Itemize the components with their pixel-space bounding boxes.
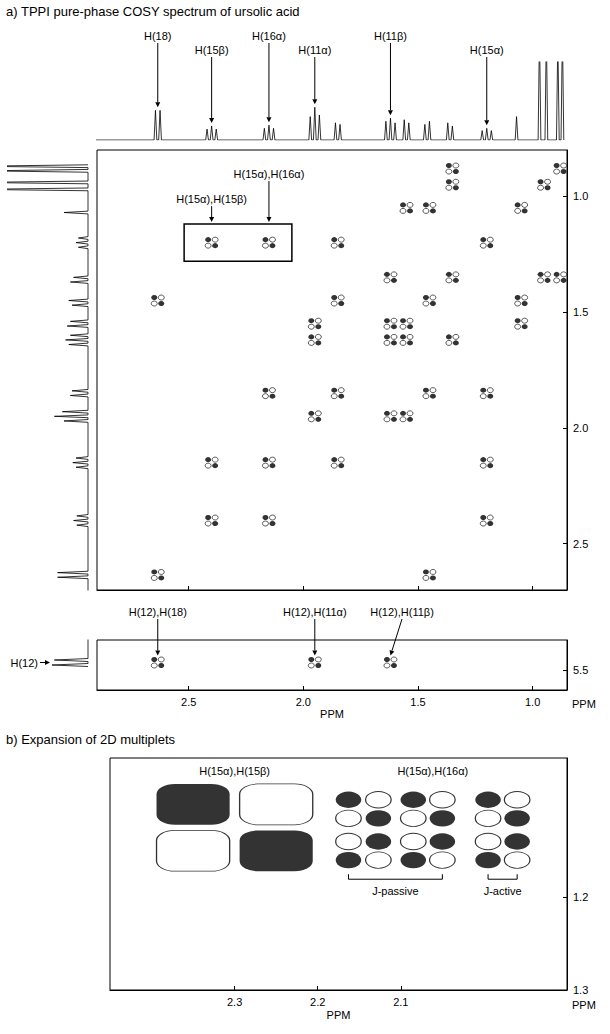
svg-text:J-active: J-active <box>484 885 522 897</box>
svg-text:2.3: 2.3 <box>227 996 242 1008</box>
svg-text:PPM: PPM <box>320 708 344 720</box>
svg-text:H(18): H(18) <box>144 30 172 42</box>
svg-text:H(15α): H(15α) <box>470 44 504 56</box>
svg-text:H(12): H(12) <box>10 657 38 669</box>
svg-text:1.5: 1.5 <box>573 306 588 318</box>
svg-text:1.3: 1.3 <box>573 984 588 996</box>
svg-text:PPM: PPM <box>572 999 596 1011</box>
svg-text:H(12),H(11β): H(12),H(11β) <box>370 606 434 618</box>
svg-text:PPM: PPM <box>572 698 596 710</box>
svg-text:H(16α): H(16α) <box>252 30 286 42</box>
svg-text:2.2: 2.2 <box>310 996 325 1008</box>
svg-text:2.0: 2.0 <box>296 696 311 708</box>
svg-text:H(15α),H(16α): H(15α),H(16α) <box>234 168 305 180</box>
svg-text:2.5: 2.5 <box>573 538 588 550</box>
svg-text:H(11α): H(11α) <box>298 44 331 56</box>
svg-text:H(12),H(11α): H(12),H(11α) <box>283 606 347 618</box>
svg-text:b) Expansion of 2D multiplets: b) Expansion of 2D multiplets <box>6 732 176 747</box>
svg-text:2.5: 2.5 <box>181 696 196 708</box>
svg-text:1.0: 1.0 <box>573 190 588 202</box>
svg-text:1.5: 1.5 <box>410 696 425 708</box>
svg-text:H(15β): H(15β) <box>195 44 229 56</box>
svg-text:H(15α),H(16α): H(15α),H(16α) <box>397 765 468 777</box>
svg-text:2.1: 2.1 <box>393 996 408 1008</box>
svg-text:H(12),H(18): H(12),H(18) <box>129 606 187 618</box>
svg-text:a) TPPI pure-phase COSY spectr: a) TPPI pure-phase COSY spectrum of urso… <box>6 4 300 19</box>
svg-text:5.5: 5.5 <box>573 664 588 676</box>
svg-text:2.0: 2.0 <box>573 422 588 434</box>
svg-text:1.0: 1.0 <box>525 696 540 708</box>
svg-text:J-passive: J-passive <box>372 885 418 897</box>
svg-text:H(11β): H(11β) <box>374 30 407 42</box>
svg-text:H(15α),H(15β): H(15α),H(15β) <box>199 765 270 777</box>
svg-text:PPM: PPM <box>327 1009 351 1021</box>
svg-text:1.2: 1.2 <box>573 891 588 903</box>
svg-text:H(15α),H(15β): H(15α),H(15β) <box>176 193 247 205</box>
